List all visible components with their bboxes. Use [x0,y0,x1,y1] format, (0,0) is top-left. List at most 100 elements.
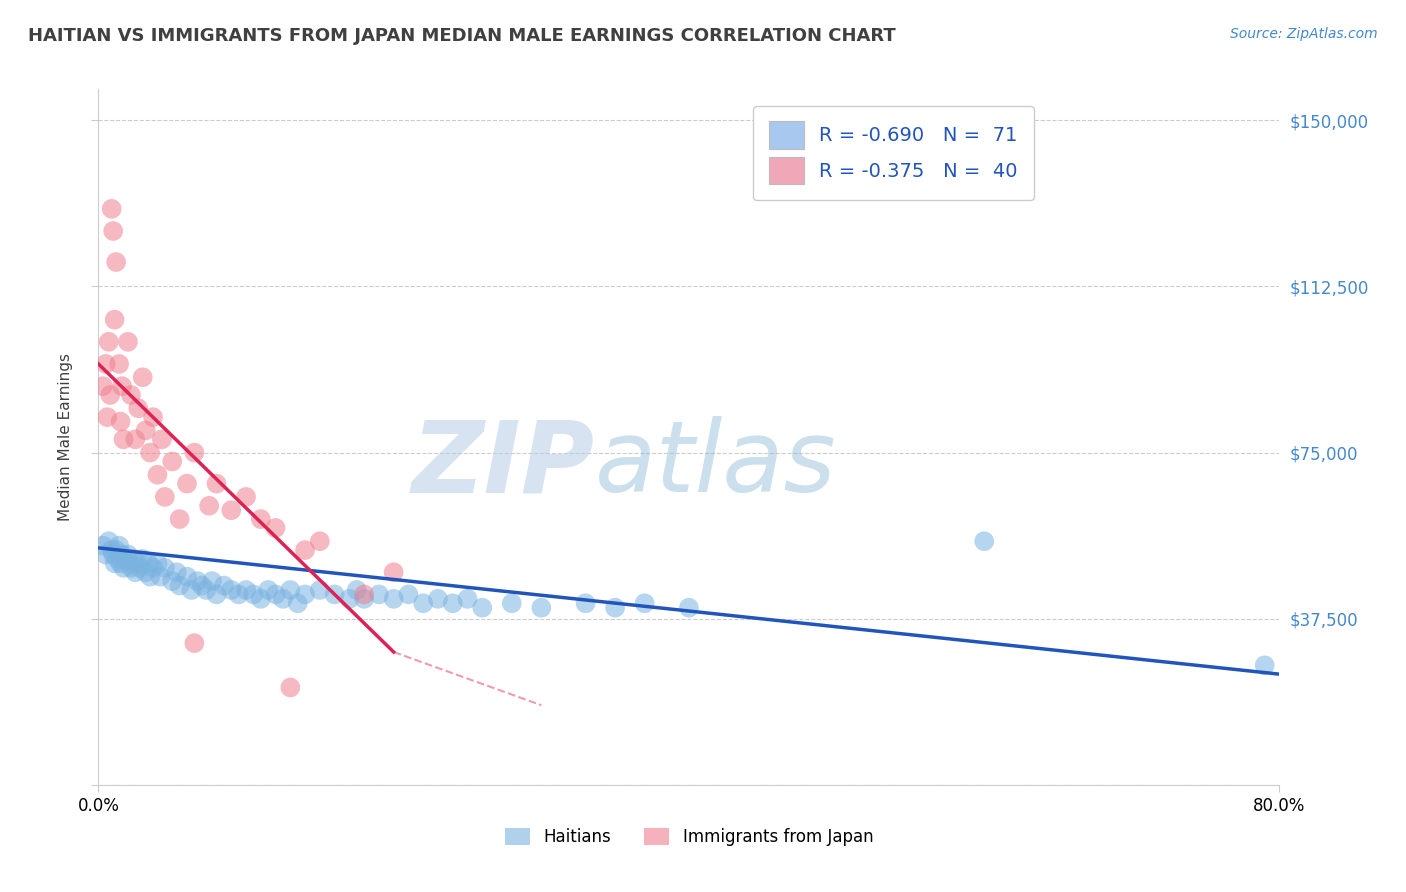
Point [323,587,346,601]
Point [103,548,125,562]
Point [235,490,257,504]
Point [575,596,598,610]
Y-axis label: Median Male Earnings: Median Male Earnings [58,353,73,521]
Point [382,566,405,580]
Point [412,596,434,610]
Point [353,591,375,606]
Point [427,591,450,606]
Point [678,600,700,615]
Point [104,312,127,326]
Point [191,578,214,592]
Point [205,476,228,491]
Point [107,552,129,566]
Point [471,600,494,615]
Point [146,467,169,482]
Point [146,557,169,571]
Point [368,587,391,601]
Point [91,539,114,553]
Text: HAITIAN VS IMMIGRANTS FROM JAPAN MEDIAN MALE EARNINGS CORRELATION CHART: HAITIAN VS IMMIGRANTS FROM JAPAN MEDIAN … [28,27,896,45]
Point [105,543,128,558]
Point [124,566,146,580]
Point [100,202,122,216]
Point [135,424,157,438]
Text: atlas: atlas [595,417,837,514]
Point [198,499,221,513]
Point [120,561,142,575]
Point [124,432,146,446]
Point [103,224,125,238]
Point [142,561,165,575]
Point [530,600,553,615]
Point [120,388,142,402]
Point [117,334,139,349]
Point [122,552,145,566]
Point [132,552,155,566]
Point [183,636,205,650]
Point [153,490,176,504]
Point [180,582,202,597]
Point [250,512,273,526]
Point [183,445,205,459]
Point [382,591,405,606]
Point [221,582,243,597]
Point [309,534,332,549]
Point [96,410,118,425]
Point [257,582,280,597]
Point [91,379,114,393]
Point [149,569,172,583]
Point [169,578,191,592]
Point [264,587,287,601]
Point [501,596,523,610]
Point [114,552,136,566]
Point [162,454,183,468]
Point [132,370,155,384]
Point [94,548,117,562]
Point [118,557,141,571]
Point [111,379,134,393]
Legend: Haitians, Immigrants from Japan: Haitians, Immigrants from Japan [498,822,880,853]
Point [166,566,188,580]
Point [221,503,243,517]
Point [605,600,627,615]
Point [112,561,135,575]
Point [1254,658,1277,673]
Point [153,561,176,575]
Point [212,578,235,592]
Point [150,432,173,446]
Text: ZIP: ZIP [412,417,595,514]
Point [280,681,302,695]
Point [205,587,228,601]
Point [142,410,165,425]
Point [110,415,132,429]
Point [264,521,287,535]
Point [228,587,250,601]
Text: Source: ZipAtlas.com: Source: ZipAtlas.com [1230,27,1378,41]
Point [176,569,198,583]
Point [242,587,264,601]
Point [94,357,117,371]
Point [117,548,139,562]
Point [973,534,995,549]
Point [138,557,160,571]
Point [309,582,332,597]
Point [441,596,464,610]
Point [97,334,120,349]
Point [112,432,135,446]
Point [100,543,122,558]
Point [105,255,128,269]
Point [162,574,183,588]
Point [287,596,309,610]
Point [294,543,316,558]
Point [457,591,479,606]
Point [294,587,316,601]
Point [634,596,657,610]
Point [111,548,134,562]
Point [108,539,131,553]
Point [353,587,375,601]
Point [169,512,191,526]
Point [280,582,302,597]
Point [108,357,131,371]
Point [127,401,149,416]
Point [235,582,257,597]
Point [271,591,294,606]
